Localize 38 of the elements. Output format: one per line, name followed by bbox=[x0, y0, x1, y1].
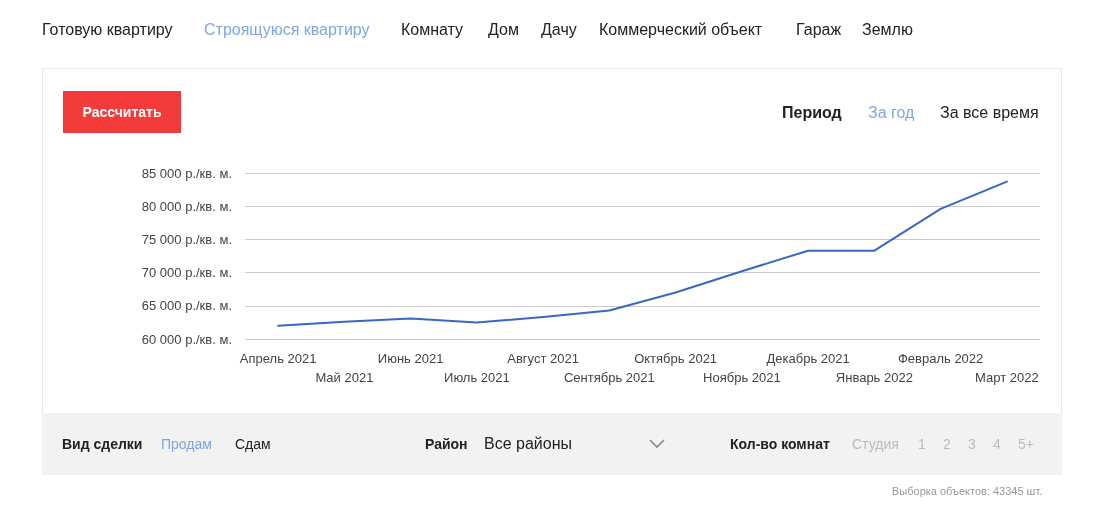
x-tick-label: Март 2022 bbox=[975, 370, 1039, 385]
text: Землю bbox=[862, 20, 913, 40]
x-tick-label: Февраль 2022 bbox=[897, 351, 984, 366]
text: Комнату bbox=[401, 20, 464, 40]
x-tick-label: Октябрь 2021 bbox=[634, 351, 718, 366]
x-tick-label: Июнь 2021 bbox=[377, 351, 444, 366]
text: Период bbox=[782, 103, 842, 123]
text: Вид сделки bbox=[62, 435, 143, 454]
x-tick-label: Сентябрь 2021 bbox=[563, 370, 655, 385]
y-tick-label: 65 000 р./кв. м. bbox=[141, 298, 232, 314]
x-tick-label: Август 2021 bbox=[507, 351, 579, 366]
text: Кол-во комнат bbox=[730, 435, 830, 454]
y-tick-label: 75 000 р./кв. м. bbox=[141, 231, 232, 247]
x-tick-label: Декабрь 2021 bbox=[766, 351, 850, 366]
text: За год bbox=[868, 103, 915, 123]
text: Рассчитать bbox=[63, 91, 181, 133]
x-tick-label: Май 2021 bbox=[315, 370, 374, 385]
y-tick-label: 70 000 р./кв. м. bbox=[141, 265, 232, 281]
x-tick-label: Апрель 2021 bbox=[239, 351, 317, 366]
line-series bbox=[277, 180, 1008, 327]
text: Гараж bbox=[796, 20, 842, 40]
text: Продам bbox=[161, 435, 212, 454]
text: Дачу bbox=[541, 20, 577, 40]
y-tick-label: 85 000 р./кв. м. bbox=[141, 165, 232, 181]
text: За все время bbox=[940, 103, 1039, 123]
text: Дом bbox=[488, 20, 519, 40]
x-tick-label: Ноябрь 2021 bbox=[703, 370, 781, 385]
text: Строящуюся квартиру bbox=[204, 20, 370, 40]
x-tick-label: Июль 2021 bbox=[444, 370, 510, 385]
text: Коммерческий объект bbox=[599, 20, 763, 40]
text: Район bbox=[425, 435, 468, 454]
text: Выборка объектов: 43345 шт. bbox=[892, 484, 1043, 499]
text: Все районы bbox=[484, 434, 572, 454]
y-tick-label: 80 000 р./кв. м. bbox=[141, 198, 232, 214]
text: Сдам bbox=[235, 435, 271, 454]
y-tick-label: 60 000 р./кв. м. bbox=[141, 331, 232, 347]
text: Готовую квартиру bbox=[42, 20, 173, 40]
x-tick-label: Январь 2022 bbox=[835, 370, 913, 385]
